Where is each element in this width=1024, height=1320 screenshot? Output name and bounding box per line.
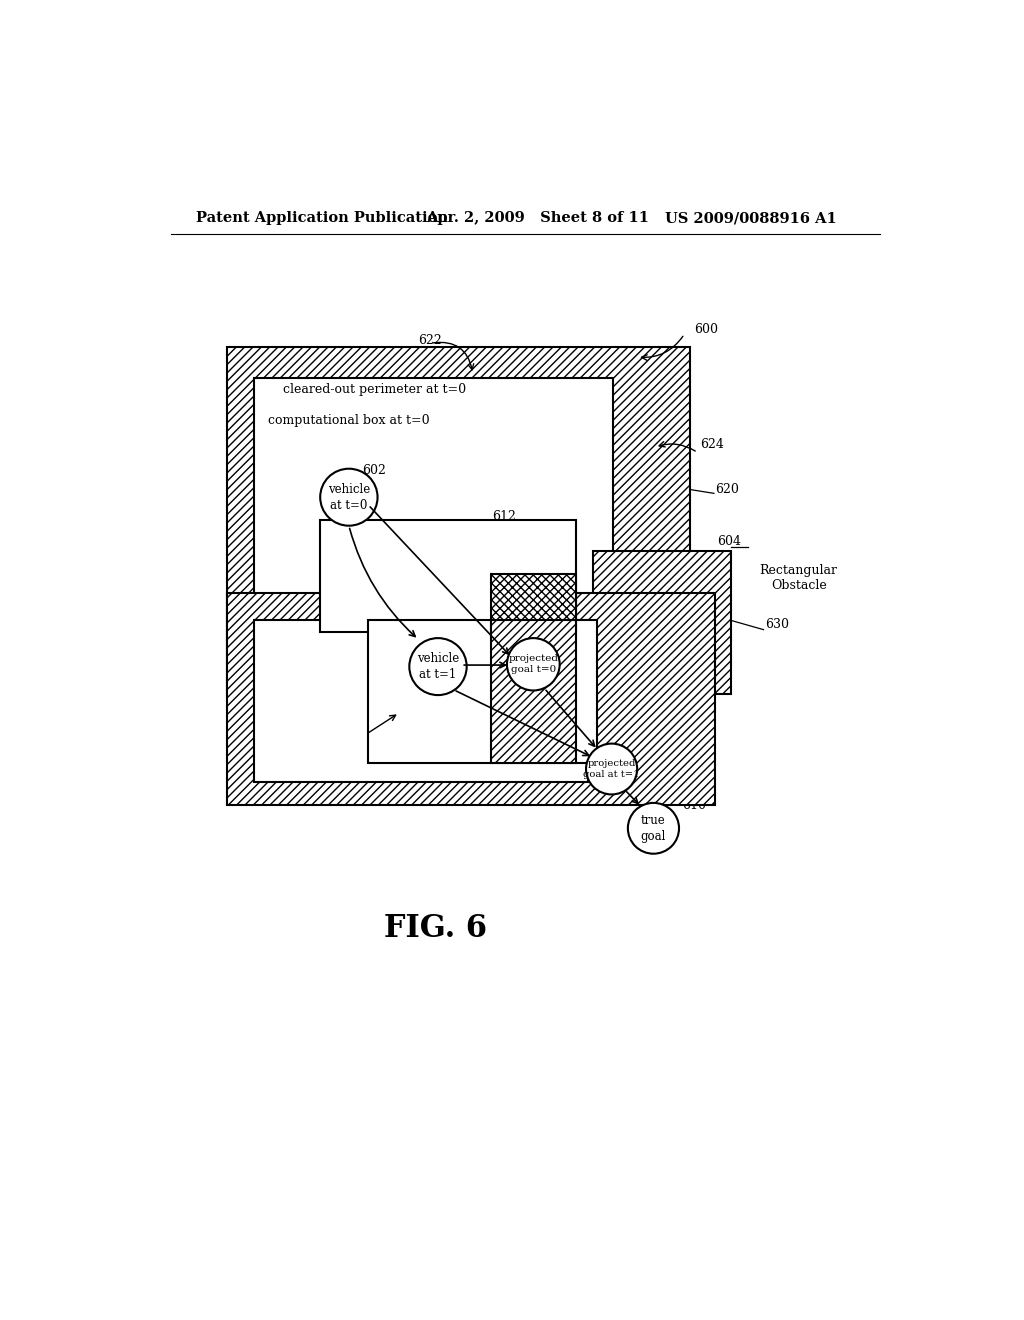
Text: 616: 616 (499, 762, 522, 775)
Bar (593, 552, 731, 693)
Text: vehicle
at t=0: vehicle at t=0 (328, 483, 370, 512)
Text: 602: 602 (362, 463, 386, 477)
Text: cleared-out perimeter at t=1: cleared-out perimeter at t=1 (263, 776, 446, 788)
Text: Patent Application Publication: Patent Application Publication (197, 211, 449, 226)
Text: cleared-out perimeter at t=0: cleared-out perimeter at t=0 (283, 383, 466, 396)
Text: Apr. 2, 2009   Sheet 8 of 11: Apr. 2, 2009 Sheet 8 of 11 (426, 211, 649, 226)
Text: 624: 624 (700, 438, 724, 451)
Text: 622: 622 (419, 334, 442, 347)
Text: 610: 610 (682, 799, 707, 812)
Text: computational box at t=0: computational box at t=0 (267, 413, 429, 426)
Circle shape (321, 469, 378, 525)
Text: US 2009/0088916 A1: US 2009/0088916 A1 (665, 211, 837, 226)
Text: 612: 612 (493, 510, 516, 523)
Text: 614: 614 (404, 630, 429, 643)
Circle shape (586, 743, 637, 795)
Text: 618: 618 (450, 789, 474, 803)
Circle shape (628, 803, 679, 854)
Circle shape (410, 638, 467, 696)
Bar (369, 620, 597, 763)
Bar (321, 520, 575, 632)
Text: 606: 606 (636, 735, 659, 748)
Text: FIG. 6: FIG. 6 (384, 913, 486, 944)
Bar (254, 620, 588, 781)
Text: 608: 608 (473, 582, 497, 594)
Bar (227, 594, 716, 805)
Text: projected
goal at t=1: projected goal at t=1 (584, 759, 640, 779)
Text: 630: 630 (765, 618, 790, 631)
Bar (490, 574, 575, 632)
Circle shape (507, 638, 560, 690)
Bar (490, 620, 575, 763)
Text: path at t=0: path at t=0 (369, 541, 436, 554)
Bar (227, 347, 690, 697)
Text: path at t=1: path at t=1 (454, 776, 522, 788)
Text: 626: 626 (327, 760, 350, 774)
Text: 620: 620 (716, 483, 739, 496)
Text: true
goal: true goal (641, 814, 667, 842)
Text: computational box at t=1: computational box at t=1 (263, 727, 425, 741)
Bar (254, 378, 613, 647)
Text: projected
goal t=0: projected goal t=0 (508, 655, 558, 675)
Text: 600: 600 (693, 323, 718, 335)
Text: Rectangular
Obstacle: Rectangular Obstacle (760, 564, 838, 593)
Text: 604: 604 (717, 535, 741, 548)
Text: vehicle
at t=1: vehicle at t=1 (417, 652, 459, 681)
